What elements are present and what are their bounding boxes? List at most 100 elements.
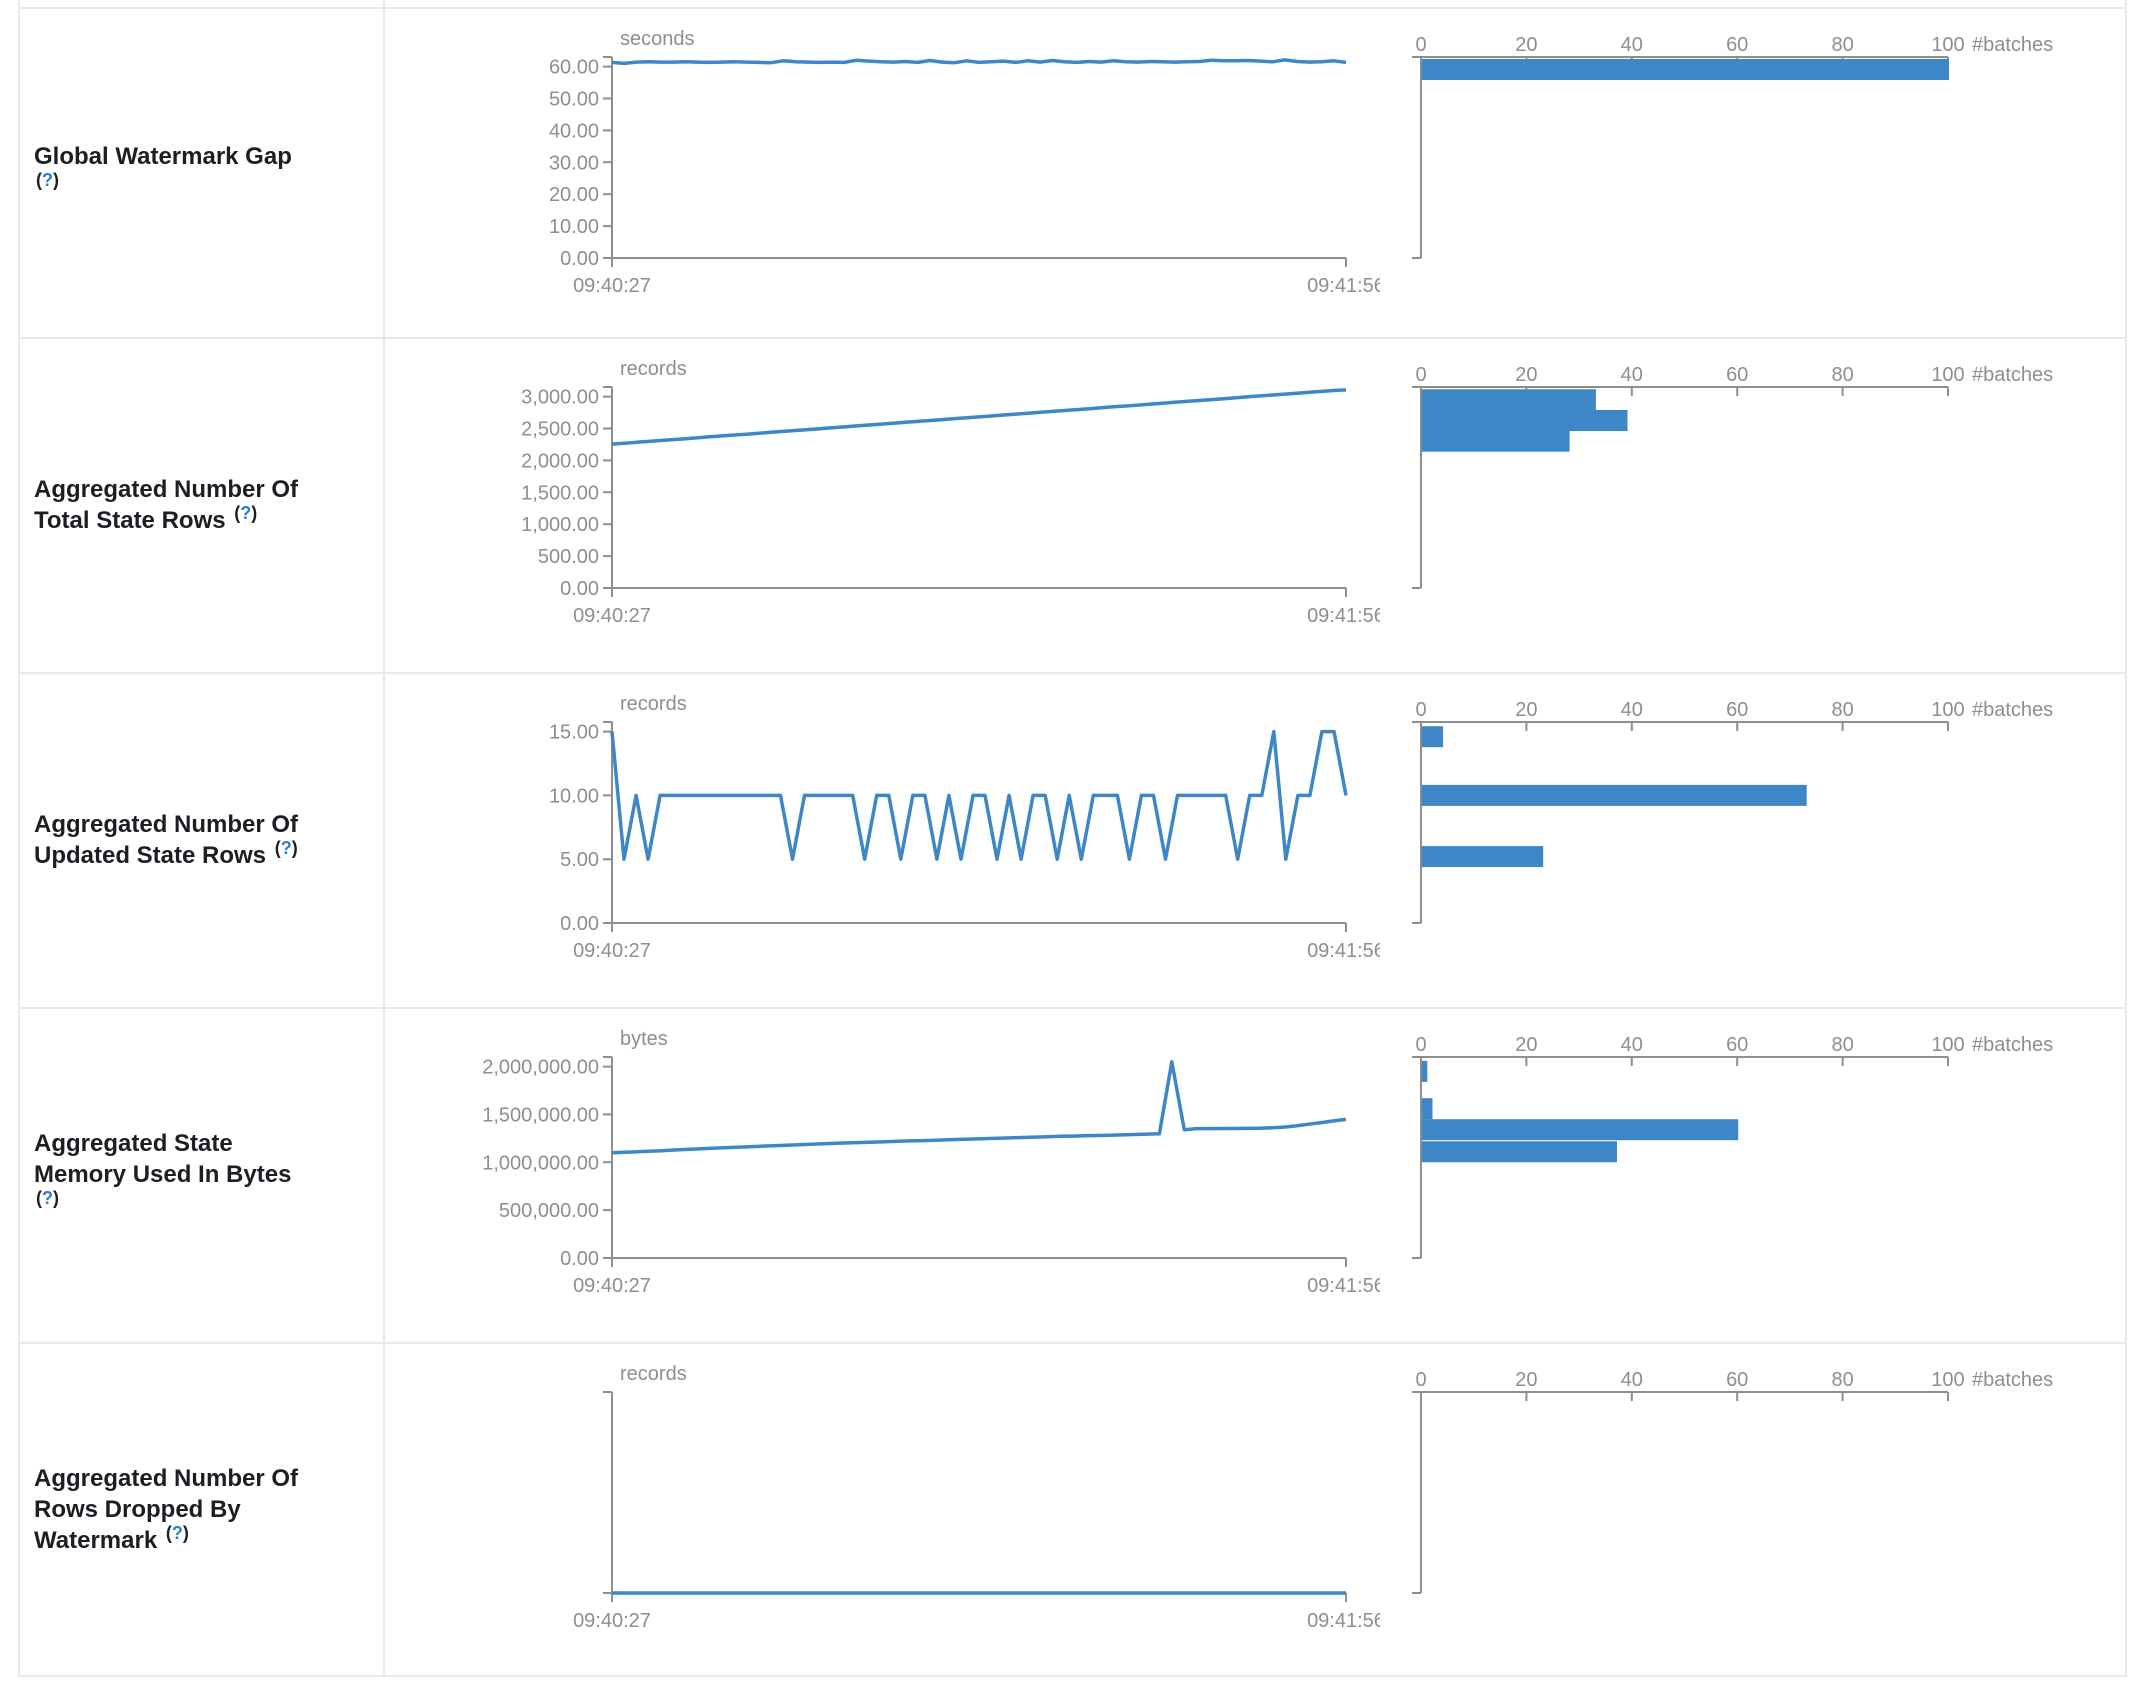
svg-text:40: 40 — [1621, 1369, 1643, 1391]
svg-text:2,000.00: 2,000.00 — [521, 450, 599, 472]
svg-text:60: 60 — [1726, 1369, 1748, 1391]
svg-text:100: 100 — [1931, 1034, 1964, 1056]
svg-text:5.00: 5.00 — [560, 849, 599, 871]
histogram-chart: 0 20 40 60 80 100 #batches — [1412, 1034, 2053, 1259]
table-border-left — [18, 0, 20, 1677]
svg-text:0: 0 — [1415, 1034, 1426, 1056]
histogram-chart: 0 20 40 60 80 100 #batches — [1412, 699, 2053, 924]
svg-text:20: 20 — [1515, 1034, 1537, 1056]
metric-label-cell: Aggregated State Memory Used In Bytes (?… — [20, 1007, 365, 1342]
svg-text:09:40:27: 09:40:27 — [573, 275, 651, 297]
svg-text:60: 60 — [1726, 1034, 1748, 1056]
svg-text:0: 0 — [1415, 34, 1426, 56]
svg-text:10.00: 10.00 — [549, 216, 599, 238]
svg-text:3,000.00: 3,000.00 — [521, 387, 599, 409]
help-link[interactable]: (?) — [36, 170, 59, 190]
metric-label: Aggregated State Memory Used In Bytes (?… — [34, 1130, 292, 1208]
svg-text:40: 40 — [1621, 1034, 1643, 1056]
svg-text:20: 20 — [1515, 364, 1537, 386]
svg-text:0.00: 0.00 — [560, 248, 599, 270]
svg-text:2,000,000.00: 2,000,000.00 — [482, 1057, 599, 1079]
svg-text:1,000.00: 1,000.00 — [521, 514, 599, 536]
metric-row-global-watermark-gap: Global Watermark Gap (?) seconds 60.00 50.… — [0, 7, 2132, 337]
svg-text:40.00: 40.00 — [549, 120, 599, 142]
svg-text:0: 0 — [1415, 1369, 1426, 1391]
svg-text:100: 100 — [1931, 699, 1964, 721]
metric-label: Aggregated Number Of Rows Dropped By Wat… — [34, 1465, 299, 1554]
svg-text:500,000.00: 500,000.00 — [499, 1200, 599, 1222]
metric-label-cell: Aggregated Number Of Total State Rows (?… — [20, 337, 365, 672]
svg-text:records: records — [620, 358, 687, 380]
svg-text:60.00: 60.00 — [549, 57, 599, 79]
svg-text:#batches: #batches — [1972, 1034, 2053, 1056]
histogram-chart: 0 20 40 60 80 100 #batches — [1412, 1369, 2053, 1594]
help-link[interactable]: (?) — [36, 1188, 59, 1208]
table-border-top — [18, 7, 2127, 9]
timeline-chart: records 3,000.00 2,500.00 2,000.00 1,500.00 1… — [521, 358, 1380, 627]
svg-text:seconds: seconds — [620, 28, 695, 50]
svg-text:records: records — [620, 1363, 687, 1385]
svg-text:09:40:27: 09:40:27 — [573, 1610, 651, 1632]
metric-label: Global Watermark Gap (?) — [34, 143, 292, 190]
svg-text:#batches: #batches — [1972, 364, 2053, 386]
svg-text:20: 20 — [1515, 1369, 1537, 1391]
help-question-icon: ? — [42, 170, 53, 190]
metric-label-cell: Aggregated Number Of Rows Dropped By Wat… — [20, 1342, 365, 1677]
svg-text:2,500.00: 2,500.00 — [521, 419, 599, 441]
timeline-chart: records 15.00 10.00 5.00 0.00 09:40:27 09:41:5… — [549, 693, 1380, 962]
svg-text:#batches: #batches — [1972, 1369, 2053, 1391]
svg-text:40: 40 — [1621, 364, 1643, 386]
help-question-icon: ? — [280, 837, 292, 858]
metric-row-updated-state-rows: Aggregated Number Of Updated State Rows … — [0, 672, 2132, 1007]
svg-text:09:41:56: 09:41:56 — [1307, 1610, 1380, 1632]
svg-text:0.00: 0.00 — [560, 578, 599, 600]
svg-text:0: 0 — [1415, 699, 1426, 721]
svg-text:1,000,000.00: 1,000,000.00 — [482, 1152, 599, 1174]
svg-text:0.00: 0.00 — [560, 1248, 599, 1270]
metric-row-total-state-rows: Aggregated Number Of Total State Rows (?… — [0, 337, 2132, 672]
timeline-chart: records 09:40:27 09:41:56 — [573, 1363, 1380, 1632]
metric-label-cell: Aggregated Number Of Updated State Rows … — [20, 672, 365, 1007]
svg-text:60: 60 — [1726, 364, 1748, 386]
svg-text:1,500.00: 1,500.00 — [521, 482, 599, 504]
metric-label: Aggregated Number Of Total State Rows (?… — [34, 475, 299, 534]
row-divider-3 — [18, 1007, 2127, 1009]
svg-text:09:40:27: 09:40:27 — [573, 1275, 651, 1297]
svg-text:80: 80 — [1831, 364, 1853, 386]
row-divider-4 — [18, 1342, 2127, 1344]
timeline-chart: seconds 60.00 50.00 40.00 30.00 20.00 10.00 0.0… — [549, 28, 1380, 297]
table-border-bottom — [18, 1675, 2127, 1677]
svg-text:09:41:56: 09:41:56 — [1307, 275, 1380, 297]
table-border-right — [2125, 0, 2127, 1677]
svg-text:80: 80 — [1831, 34, 1853, 56]
svg-text:100: 100 — [1931, 364, 1964, 386]
svg-text:30.00: 30.00 — [549, 152, 599, 174]
help-link[interactable]: (?) — [165, 1523, 189, 1543]
svg-text:60: 60 — [1726, 34, 1748, 56]
svg-text:#batches: #batches — [1972, 34, 2053, 56]
histogram-chart: 0 20 40 60 80 100 #batches — [1412, 34, 2053, 259]
svg-text:50.00: 50.00 — [549, 89, 599, 111]
help-question-icon: ? — [240, 502, 252, 523]
svg-text:40: 40 — [1621, 699, 1643, 721]
help-link[interactable]: (?) — [234, 502, 258, 523]
help-link[interactable]: (?) — [274, 837, 298, 858]
histogram-chart: 0 20 40 60 80 100 #batches — [1412, 364, 2053, 589]
svg-text:09:41:56: 09:41:56 — [1307, 1275, 1380, 1297]
svg-text:100: 100 — [1931, 1369, 1964, 1391]
svg-text:records: records — [620, 693, 687, 715]
svg-text:100: 100 — [1931, 34, 1964, 56]
metric-label-cell: Global Watermark Gap (?) — [20, 7, 365, 337]
svg-text:80: 80 — [1831, 1369, 1853, 1391]
svg-text:80: 80 — [1831, 1034, 1853, 1056]
svg-text:20: 20 — [1515, 699, 1537, 721]
timeline-chart: bytes 2,000,000.00 1,500,000.00 1,000,000.0… — [482, 1028, 1380, 1297]
svg-text:0: 0 — [1415, 364, 1426, 386]
svg-text:40: 40 — [1621, 34, 1643, 56]
svg-text:#batches: #batches — [1972, 699, 2053, 721]
svg-text:09:41:56: 09:41:56 — [1307, 940, 1380, 962]
svg-text:500.00: 500.00 — [538, 546, 599, 568]
svg-text:10.00: 10.00 — [549, 785, 599, 807]
svg-text:60: 60 — [1726, 699, 1748, 721]
